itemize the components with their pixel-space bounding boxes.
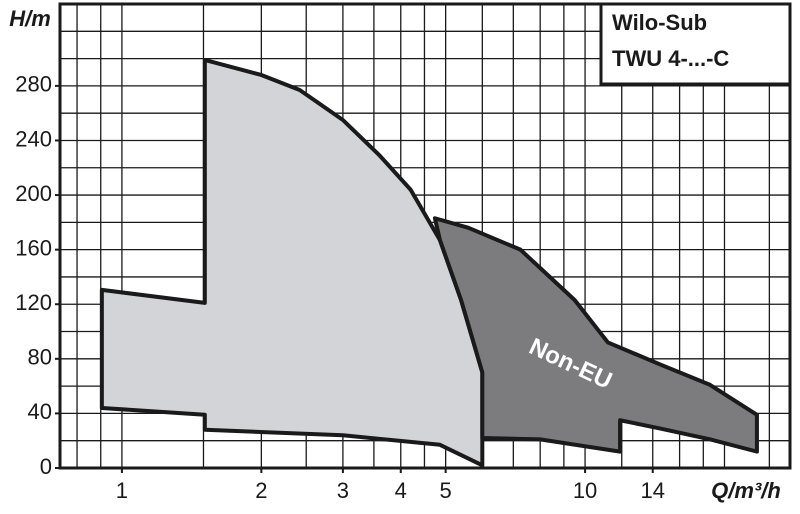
x-tick-label: 2 <box>255 478 267 503</box>
y-tick-label: 200 <box>15 181 52 206</box>
y-tick-label: 120 <box>15 290 52 315</box>
x-tick-label: 1 <box>116 478 128 503</box>
x-tick-label: 3 <box>337 478 349 503</box>
x-tick-label: 14 <box>641 478 665 503</box>
x-axis-label: Q/m³/h <box>711 478 781 503</box>
y-tick-label: 280 <box>15 72 52 97</box>
y-tick-label: 160 <box>15 235 52 260</box>
y-tick-label: 80 <box>28 345 52 370</box>
y-tick-label: 0 <box>40 454 52 479</box>
chart-title: Wilo-Sub <box>612 10 707 35</box>
x-tick-label: 10 <box>573 478 597 503</box>
y-tick-label: 240 <box>15 126 52 151</box>
area <box>432 216 759 454</box>
title-box <box>599 2 792 86</box>
chart-title: TWU 4-...-C <box>612 46 729 71</box>
y-axis-label: H/m <box>9 6 51 31</box>
y-tick-label: 40 <box>28 399 52 424</box>
x-tick-label: 5 <box>440 478 452 503</box>
x-tick-label: 4 <box>395 478 407 503</box>
plot-frame <box>58 2 792 470</box>
